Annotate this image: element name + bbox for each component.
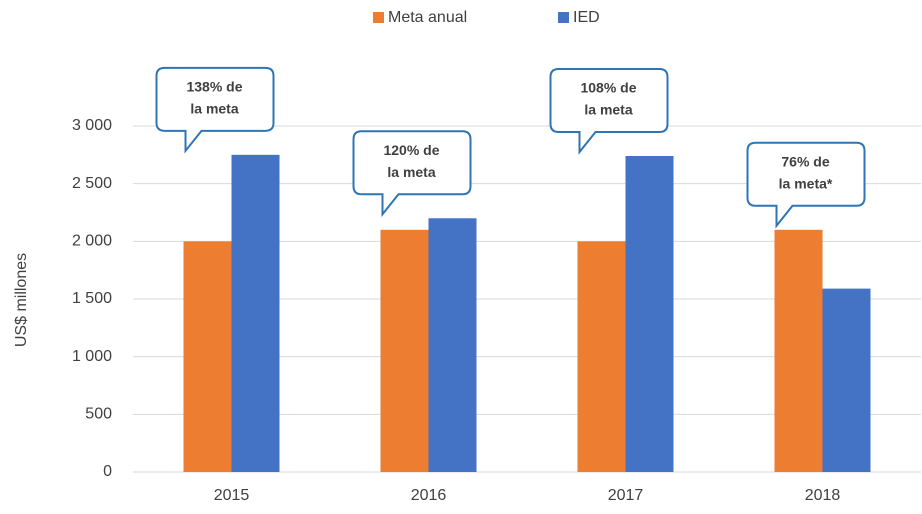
legend-swatch [558,12,569,23]
bar [774,229,823,472]
annotation: 108% de [580,80,636,96]
callout [155,66,275,154]
bar [822,288,871,472]
y-tick-label: 1 500 [72,290,112,307]
x-tick-label: 2018 [805,487,841,504]
bar [183,241,232,472]
bar [625,155,674,472]
bar [428,218,477,472]
y-tick-label: 2 000 [72,233,112,250]
y-tick-label: 2 500 [72,175,112,192]
x-tick-label: 2017 [608,487,644,504]
annotation: 120% de [383,142,439,158]
legend-swatch [373,12,384,23]
annotation: la meta [387,164,435,180]
annotation: 138% de [186,79,242,95]
callout [352,130,472,218]
x-tick-label: 2016 [411,487,447,504]
x-tick-label: 2015 [214,487,250,504]
legend-label: Meta anual [388,9,467,26]
annotation: 76% de [781,154,829,170]
bar [577,241,626,472]
y-tick-label: 3 000 [72,117,112,134]
y-tick-label: 500 [85,406,112,423]
bar [231,154,280,473]
y-tick-label: 1 000 [72,348,112,365]
callout [746,141,866,229]
callout [549,67,669,155]
annotation: la meta [190,101,238,117]
bar [380,229,429,472]
legend-label: IED [573,9,600,26]
y-axis-label: US$ millones [13,253,30,347]
annotation: la meta [584,102,632,118]
annotation: la meta* [779,176,833,192]
y-tick-label: 0 [103,463,112,480]
